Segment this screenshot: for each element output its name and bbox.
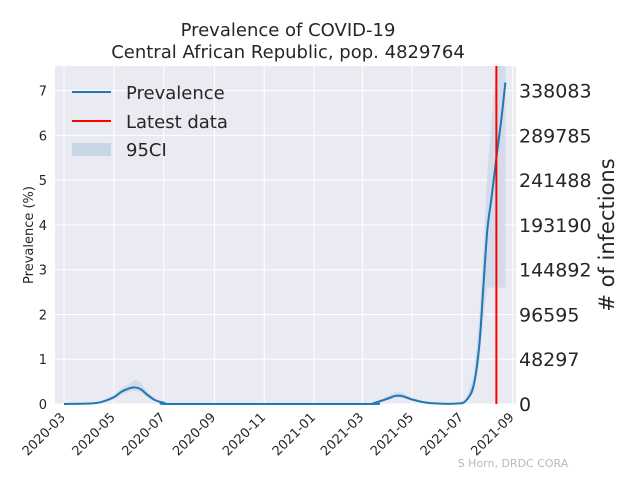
y-tick-label-left: 0 xyxy=(39,398,47,413)
y-axis-left-ticks: 0 1 2 3 4 5 6 7 xyxy=(39,85,47,413)
y-tick-label-right: 48297 xyxy=(519,349,579,371)
legend: Prevalence Latest data 95CI xyxy=(72,83,228,161)
y-tick-label-right: 338083 xyxy=(519,81,592,103)
chart-title-line-2: Central African Republic, pop. 4829764 xyxy=(111,42,465,63)
legend-latest-data-label: Latest data xyxy=(126,112,228,133)
y-axis-left-label: Prevalence (%) xyxy=(22,186,37,284)
legend-95ci-swatch xyxy=(72,143,111,156)
credit-text: S Horn, DRDC CORA xyxy=(458,457,569,470)
y-tick-label-left: 4 xyxy=(39,219,47,234)
y-tick-label-left: 6 xyxy=(39,129,47,144)
y-tick-label-right: 0 xyxy=(519,394,531,416)
plot-area-background xyxy=(55,66,516,404)
legend-95ci-label: 95CI xyxy=(126,140,167,161)
chart-title-line-1: Prevalence of COVID-19 xyxy=(181,20,396,41)
y-tick-label-right: 96595 xyxy=(519,304,579,326)
legend-prevalence-label: Prevalence xyxy=(126,83,225,104)
y-tick-label-left: 5 xyxy=(39,174,47,189)
prevalence-line xyxy=(63,82,507,406)
y-tick-label-left: 3 xyxy=(39,264,47,279)
y-tick-label-left: 1 xyxy=(39,353,47,368)
y-tick-label-left: 2 xyxy=(39,308,47,323)
gridlines xyxy=(55,66,516,405)
prevalence-line-layer xyxy=(63,82,507,406)
y-axis-right-label: # of infections xyxy=(595,158,619,311)
y-tick-label-right: 241488 xyxy=(519,170,592,192)
y-tick-label-left: 7 xyxy=(39,85,47,100)
y-axis-right-ticks: 0 48297 96595 144892 193190 241488 289785 33808… xyxy=(519,81,592,416)
y-tick-label-right: 289785 xyxy=(519,125,592,147)
y-tick-label-right: 144892 xyxy=(519,260,592,282)
y-tick-label-right: 193190 xyxy=(519,215,592,237)
